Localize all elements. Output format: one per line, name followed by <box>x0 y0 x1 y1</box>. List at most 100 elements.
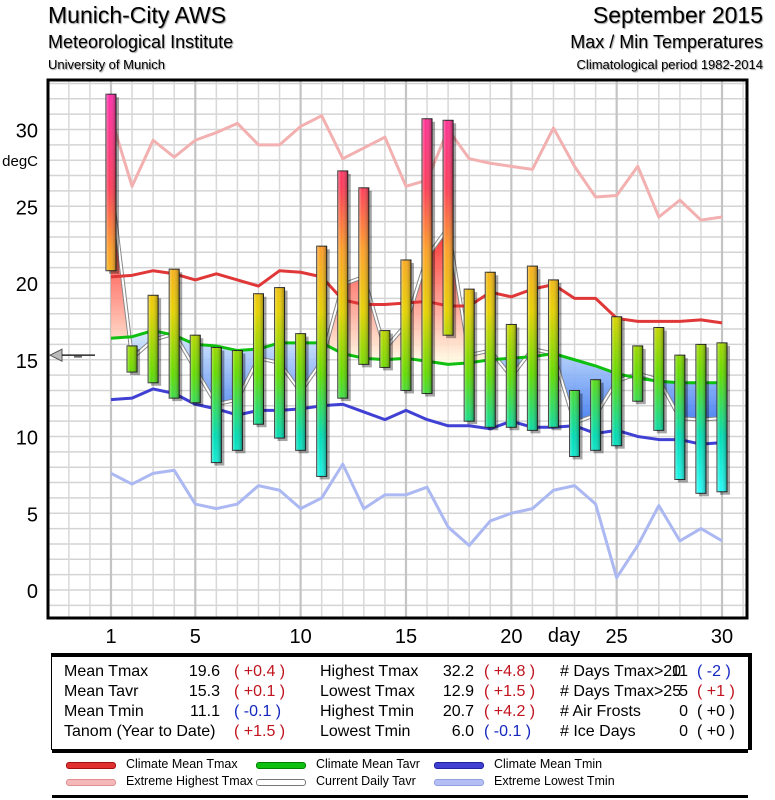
bar-highlight <box>211 347 222 463</box>
stat-label: Highest Tmax <box>320 663 419 680</box>
stat-value: 0 <box>679 703 688 720</box>
bar-highlight <box>106 94 116 271</box>
legend-label: Climate Mean Tmax <box>126 757 238 771</box>
bar-highlight <box>632 345 643 402</box>
bar-highlight <box>506 324 517 428</box>
daily-bars <box>105 93 731 497</box>
legend-swatch-extreme-highest-tmax <box>66 779 116 786</box>
bar-highlight <box>695 344 706 494</box>
y-tick-labels: 0 5 10 15 20 25 30 <box>16 121 38 604</box>
stat-label: Lowest Tmax <box>320 683 415 700</box>
stat-anomaly: ( +0.1 ) <box>234 683 286 700</box>
y-tick-label: 10 <box>16 428 38 450</box>
bar-highlight <box>569 390 580 457</box>
x-tick-label: 25 <box>606 626 628 648</box>
bar-highlight <box>379 330 390 368</box>
legend-swatch-climate-mean-tmin <box>434 762 484 769</box>
bar-highlight <box>590 379 601 451</box>
stat-anomaly: ( +0 ) <box>697 723 735 740</box>
bar-highlight <box>358 187 369 365</box>
stat-label: Highest Tmin <box>320 703 414 720</box>
x-tick-label: 15 <box>395 626 417 648</box>
month-title: September 2015 <box>592 2 763 28</box>
x-tick-label: 30 <box>711 626 733 648</box>
stat-value: 6.0 <box>451 723 474 740</box>
stat-label: Mean Tavr <box>64 683 139 700</box>
stat-label: # Air Frosts <box>560 703 641 720</box>
y-axis-label: degC <box>2 153 38 170</box>
station-title: Munich-City AWS <box>48 2 227 28</box>
stat-value: 11 <box>671 663 688 680</box>
bar-highlight <box>400 259 411 391</box>
stat-anomaly: ( +0 ) <box>697 703 735 720</box>
stat-label: Mean Tmax <box>64 663 149 680</box>
extreme-highest-tmax-line <box>109 114 723 222</box>
bar-highlight <box>274 287 285 439</box>
stat-value: 12.9 <box>442 683 474 700</box>
legend-label: Extreme Highest Tmax <box>126 774 253 788</box>
bar-highlight <box>148 295 159 383</box>
stat-value: 11.1 <box>190 703 220 720</box>
stat-value: 15.3 <box>188 683 220 700</box>
bar-highlight <box>337 170 348 399</box>
stat-anomaly: ( +4.2 ) <box>484 703 536 720</box>
stat-label: # Ice Days <box>560 723 636 740</box>
extreme-lowest-tmin-line <box>110 462 723 580</box>
bar-highlight <box>485 272 496 428</box>
stat-value: 5 <box>679 683 688 700</box>
stat-anomaly: ( +1.5 ) <box>234 723 286 740</box>
bar-highlight <box>443 120 454 336</box>
stat-anomaly: ( -0.1 ) <box>234 703 282 720</box>
plot-frame <box>46 78 749 620</box>
stat-label: Tanom (Year to Date) <box>64 723 216 740</box>
bar-highlight <box>717 342 728 492</box>
legend-swatch-climate-mean-tavr <box>256 762 306 769</box>
university-title: University of Munich <box>48 57 166 72</box>
bar-highlight <box>316 246 327 477</box>
x-tick-labels: 1 5 10 15 20 25 30 <box>105 626 733 648</box>
bar-highlight <box>653 327 664 431</box>
legend-label: Current Daily Tavr <box>316 774 416 788</box>
stat-value: 32.2 <box>442 663 474 680</box>
stat-anomaly: ( +4.8 ) <box>484 663 536 680</box>
legend-label: Climate Mean Tmin <box>494 757 603 771</box>
stat-label: # Days Tmax>20 <box>560 663 682 680</box>
x-tick-label: 1 <box>105 626 116 648</box>
stat-value: 19.6 <box>188 663 220 680</box>
y-tick-label: 25 <box>16 197 38 219</box>
stat-anomaly: ( -2 ) <box>697 663 731 680</box>
stat-value: 20.7 <box>442 703 474 720</box>
y-tick-label: 30 <box>16 121 38 143</box>
bar-highlight <box>674 355 685 480</box>
bar-highlight <box>190 335 201 403</box>
x-tick-label: 20 <box>500 626 522 648</box>
legend-swatch-extreme-lowest-tmin <box>434 779 484 786</box>
bar-highlight <box>548 279 559 428</box>
x-tick-label: 10 <box>290 626 312 648</box>
chart-subtitle: Max / Min Temperatures <box>570 32 763 52</box>
legend-swatch-climate-mean-tmax <box>66 762 116 769</box>
stat-label: Lowest Tmin <box>320 723 411 740</box>
bar-highlight <box>127 345 138 373</box>
statistics-panel: Mean Tmax 19.6 ( +0.4 ) Mean Tavr 15.3 ( +0.1… <box>52 654 751 749</box>
y-tick-label: 20 <box>16 274 38 296</box>
climate-period: Climatological period 1982-2014 <box>576 57 763 72</box>
bar-highlight <box>169 269 180 399</box>
stat-label: Mean Tmin <box>64 703 144 720</box>
institute-title: Meteorological Institute <box>48 32 234 52</box>
x-tick-label: 5 <box>190 626 201 648</box>
stat-value: 0 <box>679 723 688 740</box>
legend-label: Climate Mean Tavr <box>316 757 420 771</box>
stat-anomaly: ( +1 ) <box>697 683 735 700</box>
y-tick-label: 0 <box>27 581 38 603</box>
stat-anomaly: ( +1.5 ) <box>484 683 536 700</box>
legend-label: Extreme Lowest Tmin <box>494 774 615 788</box>
stat-anomaly: ( +0.4 ) <box>234 663 286 680</box>
y-tick-label: 5 <box>27 504 38 526</box>
bar-highlight <box>253 293 264 425</box>
bar-highlight <box>295 333 306 451</box>
bar-highlight <box>232 350 243 451</box>
year-to-date-marker <box>48 348 95 362</box>
y-tick-label: 15 <box>16 351 38 373</box>
